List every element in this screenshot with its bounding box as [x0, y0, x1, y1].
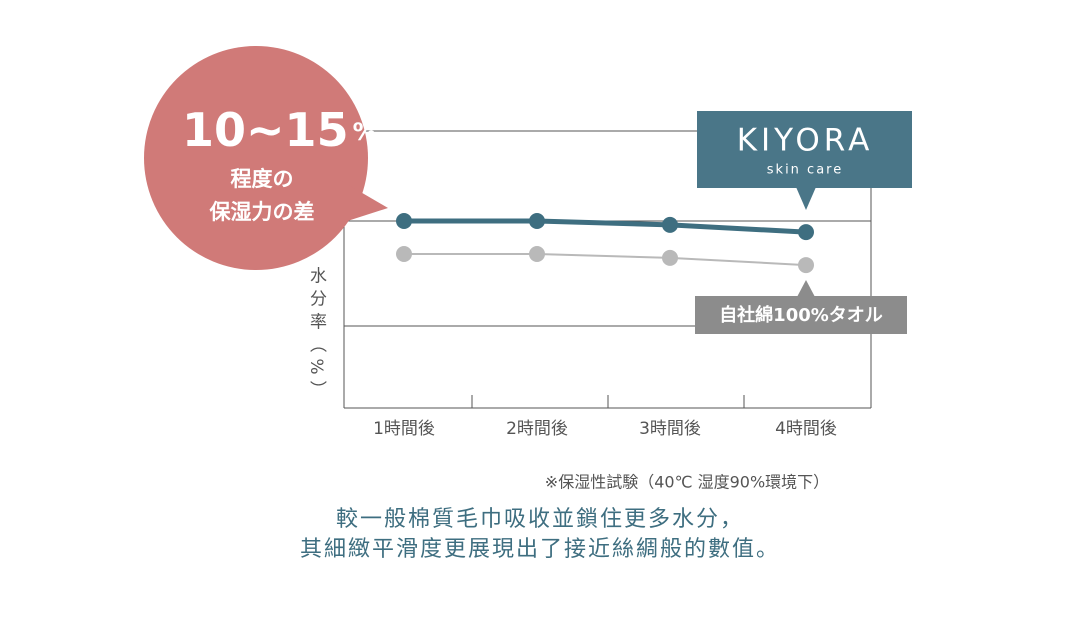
brand-sub: skin care: [767, 163, 843, 178]
series-label-tail: [797, 280, 815, 297]
data-point: [396, 213, 412, 230]
data-point: [798, 224, 814, 241]
data-point: [529, 245, 545, 262]
caption: 較一般棉質毛巾吸收並鎖住更多水分，: [336, 507, 744, 532]
data-point: [798, 257, 814, 274]
callout-line: 保湿力の差: [209, 200, 315, 224]
callout-bubble: [144, 46, 368, 270]
data-point: [396, 245, 412, 262]
y-axis-label: 水分率（%）: [306, 266, 327, 403]
callout-tail: [335, 180, 388, 225]
data-point: [662, 216, 678, 233]
brand-name: KIYORA: [737, 123, 874, 159]
caption: 其細緻平滑度更展現出了接近絲綢般的數值。: [300, 537, 780, 562]
callout-value: 10~15%: [182, 103, 377, 157]
callout-value-text: 10~15: [182, 103, 349, 157]
x-tick-label: 4時間後: [775, 419, 837, 439]
series-line: [404, 218, 807, 235]
x-tick-label: 1時間後: [373, 419, 435, 439]
x-tick-label: 3時間後: [639, 419, 701, 439]
callout-unit: %: [353, 118, 377, 146]
series-label-box: [695, 296, 907, 334]
brand-box: [697, 111, 912, 188]
callout-line: 程度の: [231, 167, 294, 191]
series-label: 自社綿100%タオル: [719, 304, 883, 326]
note: ※保湿性試験（40℃ 湿度90%環境下）: [545, 473, 829, 492]
data-point: [662, 249, 678, 266]
brand-tail: [796, 187, 816, 210]
x-tick-label: 2時間後: [506, 419, 568, 439]
data-point: [529, 213, 545, 230]
series-line: [404, 252, 807, 267]
